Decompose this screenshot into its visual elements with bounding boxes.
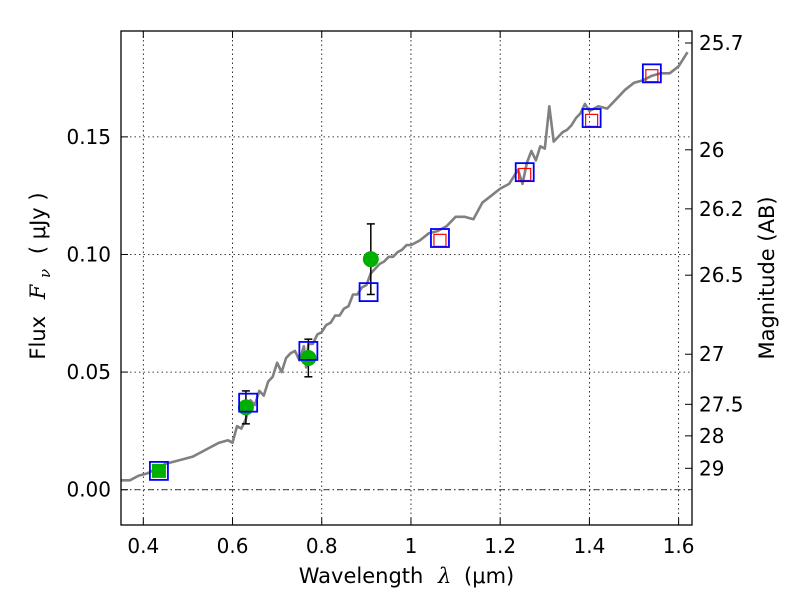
x-tick-label: 1 xyxy=(405,534,418,558)
detection-point xyxy=(151,463,166,478)
model-square xyxy=(358,282,379,303)
y-axis-title-unit: ( μJy ) xyxy=(26,192,50,254)
model-square xyxy=(514,162,535,183)
x-tick-label: 1.2 xyxy=(484,534,516,558)
observed-point xyxy=(362,251,379,268)
model-spectrum xyxy=(121,51,689,482)
y2-tick-label: 27 xyxy=(699,342,724,366)
y-axis-title-prefix: Flux xyxy=(26,316,50,360)
y2-tick-label: 25.7 xyxy=(699,31,744,55)
x-tick-label: 0.4 xyxy=(127,534,159,558)
photometry-markers xyxy=(149,63,662,481)
x-tick-label: 1.4 xyxy=(573,534,605,558)
predicted-square xyxy=(585,113,599,127)
axis-ticks xyxy=(121,31,692,525)
observed-point xyxy=(237,399,254,416)
y2-tick-label: 26.5 xyxy=(699,263,744,287)
y2-tick-label: 26 xyxy=(699,138,724,162)
x-axis-title: Wavelength λ (μm) xyxy=(299,564,514,588)
y2-tick-label: 27.5 xyxy=(699,392,744,416)
x-axis-title-unit: (μm) xyxy=(464,564,514,588)
y-tick-label: 0.05 xyxy=(66,360,111,384)
model-square xyxy=(149,460,169,481)
y-tick-label: 0.00 xyxy=(66,478,111,502)
x-axis-title-symbol: λ xyxy=(437,564,451,588)
x-axis-title-prefix: Wavelength xyxy=(299,564,424,588)
x-tick-label: 1.6 xyxy=(663,534,695,558)
plot-frame xyxy=(120,30,693,526)
tick-labels: 0.4 0.6 0.8 1 1.2 1.4 1.6 0.00 0.05 0.10 0.15 25.7 2… xyxy=(66,31,743,558)
x-tick-label: 0.8 xyxy=(306,534,338,558)
model-square xyxy=(581,108,602,128)
y2-tick-label: 28 xyxy=(699,424,724,448)
y-axis-title-subscript: ν xyxy=(36,269,54,278)
predicted-square xyxy=(433,233,447,247)
y-tick-label: 0.15 xyxy=(66,125,111,149)
model-square xyxy=(641,63,662,84)
x-tick-label: 0.6 xyxy=(217,534,249,558)
y2-tick-label: 26.2 xyxy=(699,197,744,221)
y2-tick-label: 29 xyxy=(699,456,724,480)
model-square xyxy=(430,228,450,248)
sed-model-line xyxy=(121,51,689,482)
model-square xyxy=(238,392,259,413)
model-square xyxy=(298,341,319,361)
y-axis-title-symbol: F xyxy=(26,283,50,300)
observed-point xyxy=(300,349,317,366)
right-axis-title: Magnitude (AB) xyxy=(755,196,779,359)
y-tick-label: 0.10 xyxy=(66,242,111,266)
grid-lines xyxy=(121,31,692,525)
y-axis-title: Flux F ν ( μJy ) xyxy=(26,192,55,359)
